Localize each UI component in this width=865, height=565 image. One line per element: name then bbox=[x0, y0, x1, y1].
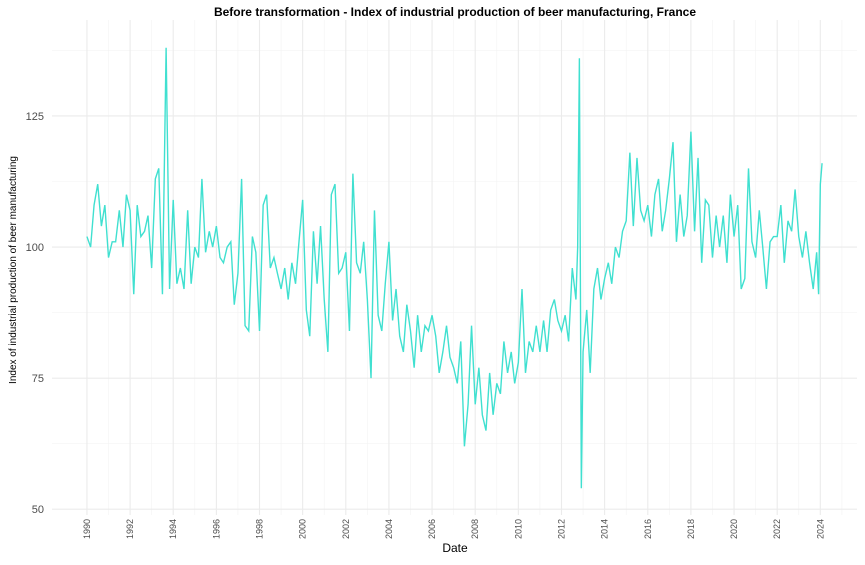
x-axis-label: Date bbox=[442, 541, 468, 555]
x-tick-label: 2022 bbox=[772, 519, 782, 539]
data-line bbox=[86, 47, 823, 489]
y-tick-label: 75 bbox=[32, 373, 44, 385]
x-tick-label: 1992 bbox=[125, 519, 135, 539]
x-tick-label: 2004 bbox=[384, 519, 394, 539]
y-axis-label: Index of industrial production of beer m… bbox=[8, 156, 19, 384]
chart-title: Before transformation - Index of industr… bbox=[214, 5, 696, 19]
x-tick-label: 1998 bbox=[255, 519, 265, 539]
x-tick-label: 2010 bbox=[513, 519, 523, 539]
y-tick-label: 125 bbox=[26, 111, 44, 123]
x-tick-label: 2020 bbox=[729, 519, 739, 539]
x-tick-label: 1994 bbox=[168, 519, 178, 539]
x-tick-label: 2000 bbox=[298, 519, 308, 539]
x-tick-label: 1990 bbox=[82, 519, 92, 539]
x-tick-label: 2018 bbox=[686, 519, 696, 539]
x-tick-label: 2008 bbox=[470, 519, 480, 539]
x-tick-label: 1996 bbox=[211, 519, 221, 539]
x-tick-label: 2024 bbox=[815, 519, 825, 539]
x-tick-label: 2006 bbox=[427, 519, 437, 539]
x-tick-label: 2012 bbox=[556, 519, 566, 539]
y-tick-label: 50 bbox=[32, 504, 44, 516]
y-tick-label: 100 bbox=[26, 242, 44, 254]
x-tick-label: 2014 bbox=[600, 519, 610, 539]
x-tick-label: 2002 bbox=[341, 519, 351, 539]
x-tick-label: 2016 bbox=[643, 519, 653, 539]
